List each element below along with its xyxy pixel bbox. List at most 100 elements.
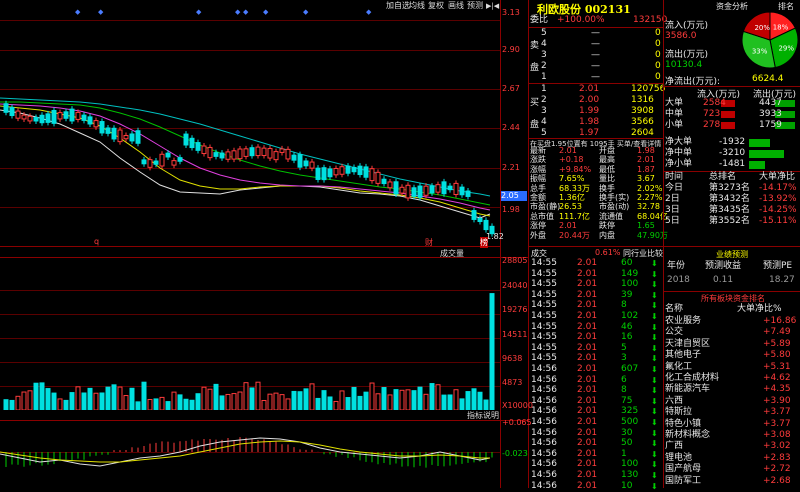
buy-row[interactable]: 5 1.97 2604 xyxy=(529,128,663,139)
candle-body xyxy=(471,210,477,220)
candle-body xyxy=(99,121,105,134)
cell-value: 14:56 xyxy=(531,480,557,491)
event-marker-icon[interactable]: ◆ xyxy=(235,8,241,16)
cell-value: 2.01 xyxy=(577,480,598,491)
sector-row[interactable]: 其他电子 +5.80 xyxy=(663,350,800,361)
sector-row[interactable]: 公交 +7.49 xyxy=(663,327,800,338)
cell-value: 111.7亿 xyxy=(559,211,590,221)
adjust-button[interactable]: 复权 xyxy=(428,1,444,10)
fund-head: 流入(万元) xyxy=(697,90,741,100)
sell-row[interactable]: 3 — 0 xyxy=(529,50,663,61)
play-arrows-icon[interactable]: ▶|◀ xyxy=(486,2,500,10)
sell-row[interactable]: 1 — 0 xyxy=(529,72,663,83)
buy-row[interactable]: 1 2.01 120756 xyxy=(529,84,665,95)
volume-bar xyxy=(345,397,351,410)
candle-body xyxy=(243,148,249,157)
tick-row: 14:56 2.01 500 ⬇ xyxy=(529,417,663,428)
cell-value: +4.62 xyxy=(763,373,791,383)
pie-slice xyxy=(741,30,776,69)
price-axis-label: 2.90 xyxy=(502,45,520,54)
cell-value: 1316 xyxy=(631,95,654,105)
x-mark[interactable]: 榜 xyxy=(480,237,488,248)
x-mark[interactable]: 财 xyxy=(425,238,433,247)
cell-value: 14:55 xyxy=(531,268,557,279)
sector-row[interactable]: 氟化工 +5.31 xyxy=(663,362,800,373)
sell-row[interactable]: 4 — 0 xyxy=(529,39,663,50)
cell-value: 2.27% xyxy=(637,193,663,202)
candle-body xyxy=(267,148,273,159)
down-arrow-icon: ⬇ xyxy=(651,333,658,343)
ma-button[interactable]: 均线 xyxy=(409,1,425,10)
cell-value: -13.92% xyxy=(759,194,797,204)
pie-slice xyxy=(742,11,771,41)
candle-body xyxy=(339,166,345,175)
tab-forecast[interactable]: 业绩预测 xyxy=(716,250,748,259)
sector-row[interactable]: 化工合成材料 +4.62 xyxy=(663,373,800,384)
volume-bar xyxy=(285,398,291,410)
sector-row[interactable]: 新能源汽车 +4.35 xyxy=(663,384,800,395)
add-watchlist-button[interactable]: 加自选 xyxy=(386,1,410,10)
candle-body xyxy=(93,120,99,128)
volume-bar xyxy=(267,393,273,410)
cell-value: 2.01 xyxy=(579,84,600,94)
cell-value: 1.99 xyxy=(579,106,600,116)
volume-bar xyxy=(99,392,105,410)
cell-value: 国产航母 xyxy=(665,464,702,475)
sector-row[interactable]: 天津自贸区 +5.89 xyxy=(663,339,800,350)
cell-value: +0.18 xyxy=(559,155,584,165)
cell-value: 总排名 xyxy=(709,172,737,182)
candle-body xyxy=(423,185,429,196)
tab-rank[interactable]: 排名 xyxy=(778,2,794,11)
tick-row: 14:55 2.01 60 ⬇ xyxy=(529,258,663,269)
cell-value: 2.01 xyxy=(577,268,598,279)
event-marker-icon[interactable]: ◆ xyxy=(303,8,309,16)
sector-row[interactable]: 国防军工 +2.68 xyxy=(663,476,800,487)
event-marker-icon[interactable]: ◆ xyxy=(243,8,249,16)
event-marker-icon[interactable]: ◆ xyxy=(366,8,372,16)
kline-chart-area[interactable]: 加自选 均线 复权 画线 预测 ▶|◀ ◆ ◆ ◆ ◆ ◆ ◆ ◆ ◆ 3.13… xyxy=(0,0,533,488)
volume-bar xyxy=(57,398,63,410)
event-marker-icon[interactable]: ◆ xyxy=(98,8,104,16)
cell-value: 大单净比 xyxy=(759,172,796,182)
sell-row[interactable]: 2 — 0 xyxy=(529,61,663,72)
candle-body xyxy=(195,142,201,151)
ticks-panel: 成交 0.61% 同行业比较 14:55 2.01 60 ⬇ 14:55 2.01 149 ⬇… xyxy=(529,246,663,491)
event-marker-icon[interactable]: ◆ xyxy=(263,8,269,16)
sell-row[interactable]: 5 — 0 xyxy=(529,28,663,39)
event-marker-icon[interactable]: ◆ xyxy=(196,8,202,16)
draw-line-button[interactable]: 画线 xyxy=(448,1,464,10)
buy-row[interactable]: 3 1.99 3908 xyxy=(529,106,663,117)
cell-value: 130 xyxy=(621,470,639,480)
volume-tab[interactable]: 成交量 xyxy=(440,249,464,258)
cell-value: +5.89 xyxy=(763,338,791,349)
sector-row[interactable]: 新材料概念 +3.08 xyxy=(663,430,800,441)
sector-row[interactable]: 农业服务 +16.86 xyxy=(663,316,800,327)
sector-row[interactable]: 特色小镇 +3.77 xyxy=(663,419,800,430)
event-marker-icon[interactable]: ◆ xyxy=(75,8,81,16)
tab-industry-compare[interactable]: 同行业比较 xyxy=(623,249,663,258)
cell-value: 2.01 xyxy=(577,353,598,364)
volume-bar xyxy=(279,394,285,410)
buy-label: 买 xyxy=(530,98,540,108)
cell-value: 3 xyxy=(541,106,547,116)
cell-value: -14.17% xyxy=(759,183,797,193)
sector-row[interactable]: 锂电池 +2.83 xyxy=(663,453,800,464)
order-info-link[interactable]: 在买盘1.95位置有 1095手 买单/查看详情 xyxy=(530,140,662,148)
buy-row[interactable]: 2 2.00 1316 xyxy=(529,95,663,106)
forecast-button[interactable]: 预测 xyxy=(467,1,483,10)
sector-row[interactable]: 广西 +3.02 xyxy=(663,441,800,452)
quote-stat-row: 涨停 2.01 跌停 1.65 xyxy=(529,221,663,231)
cell-value: 天津自贸区 xyxy=(665,338,711,349)
buy-row[interactable]: 4 1.98 3566 xyxy=(529,117,663,128)
indicator-help-button[interactable]: 指标说明 xyxy=(467,411,499,420)
tab-fund-analysis[interactable]: 资金分析 xyxy=(716,2,748,11)
cell-value: 广西 xyxy=(665,441,684,452)
sector-row[interactable]: 国产航母 +2.72 xyxy=(663,464,800,475)
cell-value: 涨幅 xyxy=(530,164,546,174)
sector-row[interactable]: 特斯拉 +3.77 xyxy=(663,407,800,418)
volume-bar xyxy=(477,391,483,410)
sector-row[interactable]: 六西 +3.90 xyxy=(663,396,800,407)
cell-value: 大单 xyxy=(665,98,684,108)
cell-value: 5 xyxy=(621,342,627,353)
tab-ticks[interactable]: 成交 xyxy=(531,249,547,258)
